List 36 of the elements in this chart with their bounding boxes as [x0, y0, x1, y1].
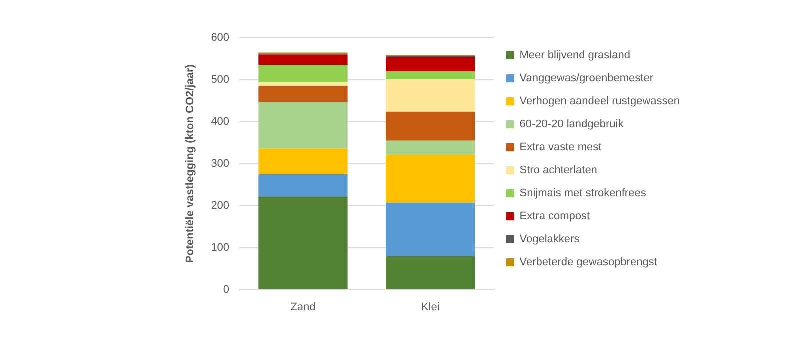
bar: [258, 82, 348, 86]
legend-label: Meer blijvend grasland: [520, 50, 630, 62]
bar: [258, 65, 348, 82]
bar: [386, 140, 476, 156]
bar: [386, 72, 476, 80]
bar: [258, 148, 348, 174]
bar: [258, 196, 348, 290]
y-tick-label: 400: [211, 116, 230, 128]
y-axis-title: Potentiële vastlegging (kton CO2/jaar): [184, 64, 197, 264]
bar: [386, 155, 476, 203]
x-tick-label: Klei: [421, 301, 440, 314]
legend-label: Stro achterlaten: [520, 164, 598, 177]
bar: [386, 57, 476, 72]
legend-label: Extra compost: [520, 210, 590, 223]
legend-label: Snijmais met strokenfrees: [520, 188, 647, 200]
bar: [386, 256, 476, 290]
y-tick-label: 300: [211, 158, 230, 170]
bar: [258, 174, 348, 197]
y-tick-label: 0: [223, 284, 230, 296]
legend-label: Vogelakkers: [520, 234, 580, 246]
bar: [386, 112, 476, 141]
y-tick-label: 100: [211, 242, 230, 254]
bar: [386, 80, 476, 112]
x-tick-label: Zand: [290, 301, 316, 314]
y-tick-label: 600: [211, 32, 230, 44]
legend-label: Verhogen aandeel rustgewassen: [520, 96, 680, 108]
bar: [258, 54, 348, 66]
y-tick-label: 200: [211, 200, 230, 212]
legend-label: 60-20-20 landgebruik: [520, 118, 624, 131]
legend-label: Vanggewas/groenbemester: [520, 72, 654, 85]
bar: [386, 202, 476, 256]
legend-label: Extra vaste mest: [520, 142, 602, 154]
y-tick-label: 500: [211, 74, 230, 86]
legend-label: Verbeterde gewasopbrengst: [520, 256, 658, 269]
bar: [258, 102, 348, 149]
bar: [258, 86, 348, 102]
